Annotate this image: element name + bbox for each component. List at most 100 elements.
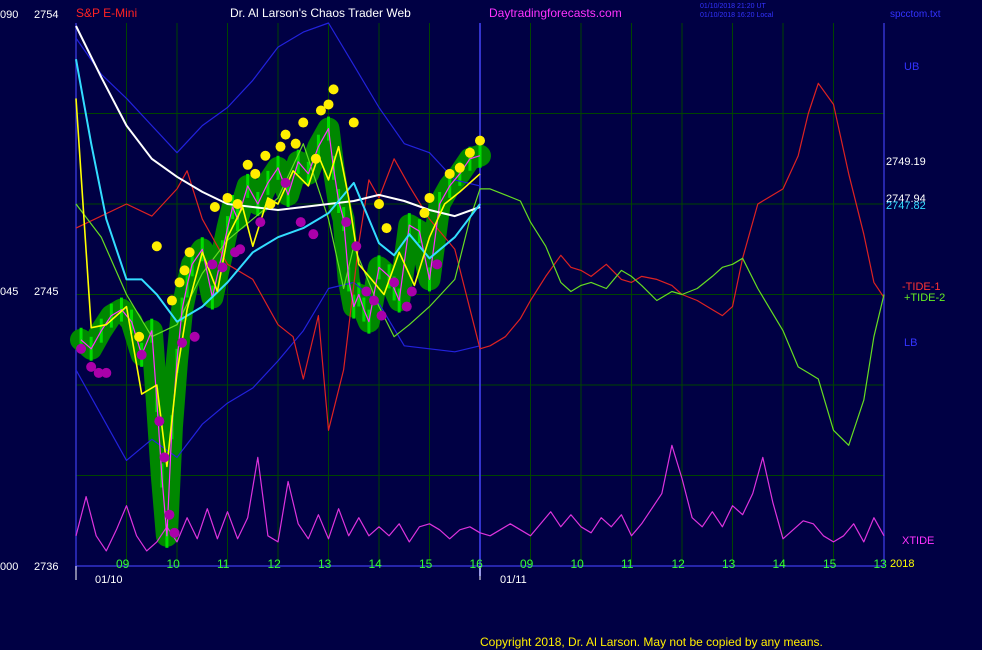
chart-title: S&P E-Mini bbox=[76, 6, 137, 20]
tide-minus-label: -TIDE-1 bbox=[902, 281, 941, 293]
high-dot bbox=[374, 199, 384, 209]
low-dot bbox=[255, 217, 266, 228]
low-dot bbox=[406, 286, 417, 297]
high-dot bbox=[454, 162, 465, 173]
ub-label: UB bbox=[904, 61, 919, 73]
y-right-label-bottom: 2736 bbox=[34, 561, 58, 573]
high-dot bbox=[310, 153, 321, 164]
x-tick-label: 15 bbox=[419, 557, 433, 571]
value-label-1: 2749.19 bbox=[886, 156, 926, 168]
series-line-xtide bbox=[75, 444, 885, 552]
value-label-3: 2747.82 bbox=[886, 200, 926, 212]
pivot-dots bbox=[76, 84, 485, 538]
high-dot bbox=[328, 84, 339, 95]
low-dot bbox=[295, 217, 306, 228]
series-line-cyan-avg bbox=[75, 59, 481, 323]
date-label-2: 01/11 bbox=[500, 574, 527, 586]
low-dot bbox=[93, 367, 104, 378]
high-dot bbox=[166, 295, 177, 306]
low-dot bbox=[368, 295, 379, 306]
high-dot bbox=[134, 331, 145, 342]
low-dot bbox=[389, 277, 400, 288]
high-dot bbox=[184, 247, 195, 258]
tide-plus-label: +TIDE-2 bbox=[904, 292, 945, 304]
low-dot bbox=[169, 527, 180, 538]
high-dot bbox=[315, 105, 326, 116]
high-dot bbox=[151, 241, 162, 252]
series-line-yellow-avg bbox=[75, 98, 481, 468]
low-dot bbox=[164, 509, 175, 520]
high-dot bbox=[381, 223, 392, 234]
high-dot bbox=[174, 277, 185, 288]
x-axis-labels: 09 10 11 12 13 14 15 16 09 10 11 12 13 14 15 13 bbox=[116, 557, 887, 571]
x-tick-label: 13 bbox=[318, 557, 332, 571]
site-link[interactable]: Daytradingforecasts.com bbox=[489, 6, 622, 20]
low-dot bbox=[351, 241, 362, 252]
x-tick-label: 16 bbox=[470, 557, 484, 571]
date-label-1: 01/10 bbox=[95, 574, 123, 586]
low-dot bbox=[217, 262, 228, 273]
timestamp-utc: 01/10/2018 21:20 UT bbox=[700, 3, 766, 10]
x-tick-label: 12 bbox=[268, 557, 282, 571]
y-right-label-top: 2754 bbox=[34, 9, 58, 21]
high-dot bbox=[323, 99, 334, 110]
low-dot bbox=[159, 452, 170, 463]
high-dot bbox=[250, 168, 261, 179]
low-dot bbox=[136, 349, 147, 360]
x-tick-label: 15 bbox=[823, 557, 837, 571]
xtide-label: XTIDE bbox=[902, 535, 934, 547]
low-dot bbox=[432, 259, 443, 270]
low-dot bbox=[401, 301, 412, 312]
series-line-slow-avg bbox=[75, 25, 481, 218]
low-dot bbox=[376, 310, 387, 321]
copyright: Copyright 2018, Dr. Al Larson. May not b… bbox=[480, 635, 823, 649]
low-dot bbox=[76, 343, 87, 354]
high-dot bbox=[290, 138, 301, 149]
high-dot bbox=[242, 159, 253, 170]
high-dot bbox=[260, 150, 271, 161]
low-dot bbox=[101, 367, 112, 378]
high-dot bbox=[179, 265, 190, 276]
timestamp-local: 01/10/2018 16:20 Local bbox=[700, 12, 774, 19]
low-dot bbox=[177, 337, 188, 348]
high-dot bbox=[298, 117, 309, 128]
series-line-lb bbox=[75, 281, 481, 461]
low-dot bbox=[154, 416, 165, 427]
high-dot bbox=[222, 192, 233, 203]
series-line-ub bbox=[75, 22, 481, 187]
value-label-2: 2747.94 bbox=[886, 193, 926, 205]
filename: spcctom.txt bbox=[890, 9, 941, 20]
high-dot bbox=[275, 141, 286, 152]
x-tick-label: 09 bbox=[520, 557, 534, 571]
x-tick-label: 13 bbox=[874, 557, 888, 571]
x-tick-label: 10 bbox=[167, 557, 181, 571]
high-dot bbox=[209, 202, 220, 213]
y-right-label-mid: 2745 bbox=[34, 286, 58, 298]
x-tick-label: 14 bbox=[773, 557, 787, 571]
low-dot bbox=[235, 244, 246, 255]
low-dot bbox=[189, 331, 200, 342]
low-dot bbox=[280, 177, 291, 188]
high-dot bbox=[280, 129, 291, 140]
year-label: 2018 bbox=[890, 558, 914, 570]
lb-label: LB bbox=[904, 337, 917, 349]
series-lines bbox=[75, 22, 885, 552]
low-dot bbox=[86, 361, 97, 372]
x-tick-label: 14 bbox=[369, 557, 383, 571]
y-left-label-bottom: 000 bbox=[0, 561, 18, 573]
series-line--tide-1 bbox=[75, 82, 885, 431]
low-dot bbox=[207, 259, 218, 270]
high-dot bbox=[348, 117, 359, 128]
x-tick-label: 10 bbox=[571, 557, 585, 571]
header-center-title: Dr. Al Larson's Chaos Trader Web bbox=[230, 6, 411, 20]
x-tick-label: 11 bbox=[621, 557, 634, 571]
x-tick-label: 13 bbox=[722, 557, 736, 571]
y-left-label-mid: 045 bbox=[0, 286, 18, 298]
x-tick-label: 09 bbox=[116, 557, 130, 571]
high-dot bbox=[424, 192, 435, 203]
high-dot bbox=[232, 199, 243, 209]
x-tick-label: 11 bbox=[217, 557, 230, 571]
high-dot bbox=[444, 168, 455, 179]
low-dot bbox=[341, 217, 352, 228]
